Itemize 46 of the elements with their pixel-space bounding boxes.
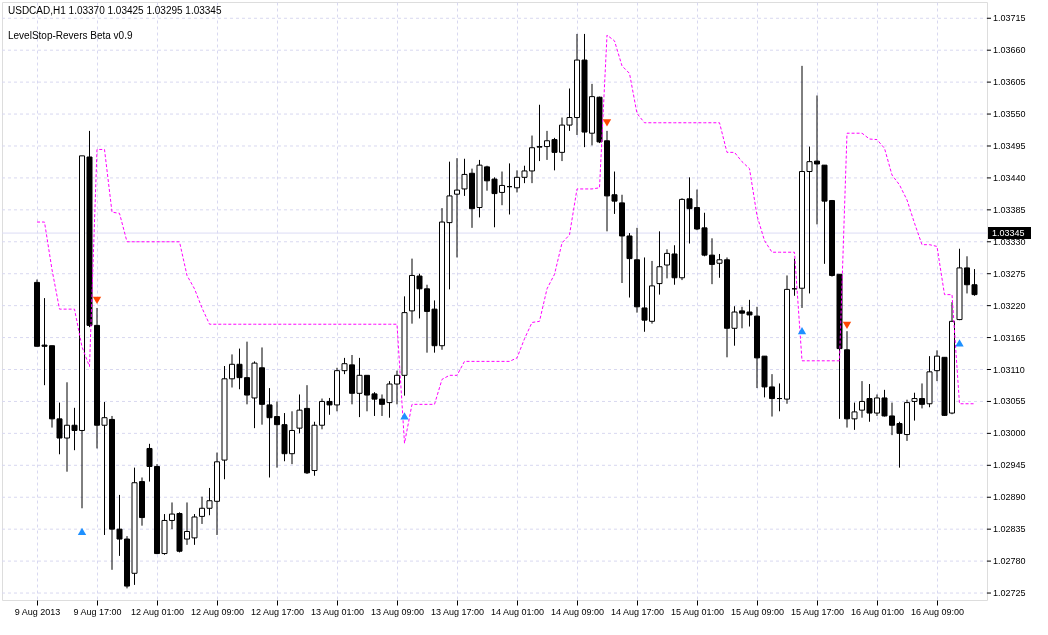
- point: [797, 326, 807, 335]
- y-tick-label: 1.02945: [993, 460, 1026, 471]
- y-tick-label: 1.03440: [993, 172, 1026, 183]
- y-tick-label: 1.03055: [993, 396, 1026, 407]
- x-tick-label: 14 Aug 09:00: [550, 606, 605, 617]
- y-tick-label: 1.03385: [993, 204, 1026, 215]
- y-tick-label: 1.03660: [993, 45, 1026, 56]
- x-tick-label: 14 Aug 01:00: [490, 606, 545, 617]
- y-tick-label: 1.03605: [993, 77, 1026, 88]
- point: [92, 296, 102, 305]
- x-tick-label: 12 Aug 09:00: [190, 606, 245, 617]
- y-tick-label: 1.03220: [993, 300, 1026, 311]
- y-tick-label: 1.03165: [993, 332, 1026, 343]
- ref-line-label: 1.03345: [992, 228, 1025, 239]
- x-tick-label: 13 Aug 09:00: [370, 606, 425, 617]
- point: [602, 119, 612, 127]
- point: [77, 527, 87, 536]
- y-tick-label: 1.03275: [993, 268, 1026, 279]
- x-tick-label: 15 Aug 17:00: [790, 606, 845, 617]
- x-tick-label: 12 Aug 01:00: [130, 606, 185, 617]
- x-tick-label: 15 Aug 01:00: [670, 606, 725, 617]
- point: [955, 339, 964, 347]
- y-tick-label: 1.03000: [993, 428, 1026, 439]
- x-tick-label: 16 Aug 09:00: [910, 606, 965, 617]
- y-tick-label: 1.03495: [993, 140, 1026, 151]
- candlestick: [656, 230, 663, 296]
- y-tick-label: 1.02725: [993, 588, 1026, 599]
- y-tick-label: 1.03110: [993, 364, 1025, 375]
- y-tick-label: 1.03550: [993, 109, 1026, 120]
- y-tick-label: 1.02780: [993, 556, 1026, 567]
- point: [842, 321, 852, 330]
- y-tick-label: 1.03330: [993, 236, 1026, 247]
- x-tick-label: 13 Aug 01:00: [310, 606, 365, 617]
- y-tick-label: 1.02835: [993, 524, 1026, 535]
- y-tick-label: 1.02890: [993, 492, 1026, 503]
- x-tick-label: 16 Aug 01:00: [850, 606, 905, 617]
- x-tick-label: 9 Aug 2013: [14, 606, 61, 617]
- text: LevelStop-Revers Beta v0.9: [8, 30, 133, 41]
- y-tick-label: 1.03715: [993, 13, 1026, 24]
- x-tick-label: 9 Aug 17:00: [73, 606, 122, 617]
- x-tick-label: 13 Aug 17:00: [430, 606, 485, 617]
- x-tick-label: 15 Aug 09:00: [730, 606, 785, 617]
- chart-title: USDCAD,H1 1.03370 1.03425 1.03295 1.03345: [8, 5, 222, 16]
- x-tick-label: 12 Aug 17:00: [250, 606, 305, 617]
- x-tick-label: 14 Aug 17:00: [610, 606, 665, 617]
- point: [400, 412, 409, 420]
